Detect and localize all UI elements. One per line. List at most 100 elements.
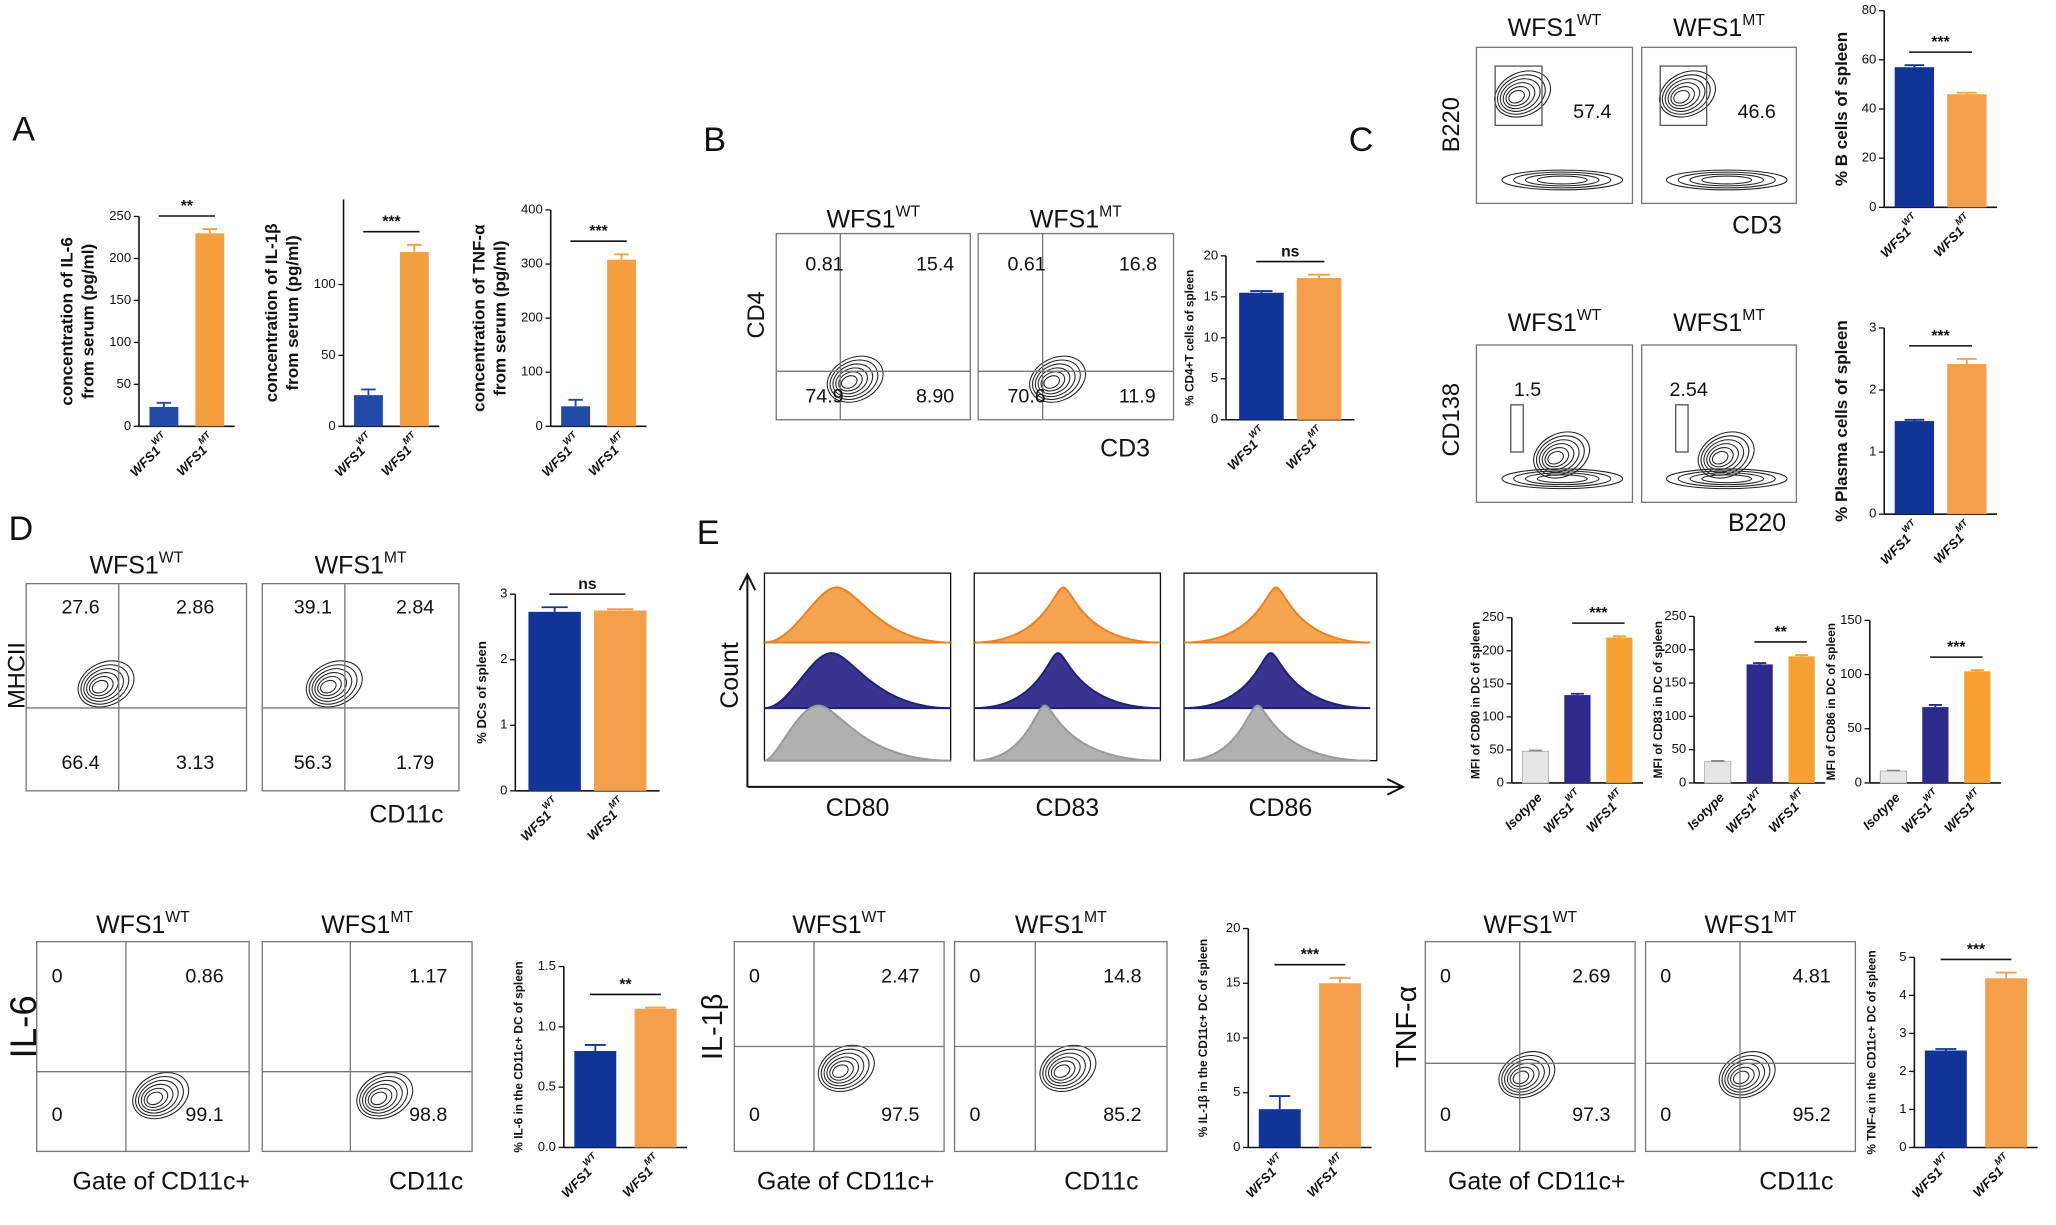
y-tick-label: 150 (1664, 675, 1686, 690)
gate (1510, 404, 1524, 453)
y-tick-label: 20 (1226, 920, 1241, 935)
category-label: WFS1WT (1537, 786, 1588, 837)
gate-percentage: 0.61 (1007, 253, 1045, 275)
category-label: WFS1MT (1967, 1150, 2017, 1200)
category-label: WFS1MT (582, 429, 632, 479)
y-axis-label: IL-6 (3, 995, 44, 1058)
significance-label: *** (1967, 941, 1986, 958)
bar (561, 406, 591, 427)
label-text: WFS1 (1583, 799, 1619, 835)
contour (364, 1083, 398, 1111)
y-tick-label: 2 (1869, 381, 1876, 396)
category-label: WFS1WT (536, 429, 587, 480)
label-text: WFS1 (315, 551, 384, 579)
label-text: Isotype (1860, 790, 1903, 833)
bar (1894, 67, 1935, 208)
contour (1050, 1060, 1076, 1081)
significance-label: ** (619, 976, 632, 993)
label-text: WFS1 (332, 443, 368, 479)
label-superscript: MT (1742, 12, 1765, 29)
error-bar (1904, 418, 1925, 422)
y-axis-label: MFI of CD83 in DC of spleen (1651, 621, 1665, 778)
plot-frame (1640, 344, 1798, 504)
x-axis-label: CD3 (1100, 434, 1150, 462)
x-axis-label: Gate of CD11c+ (73, 1167, 250, 1195)
bar (528, 611, 581, 791)
y-tick-label: 100 (1482, 708, 1504, 723)
label-superscript: WT (1577, 307, 1602, 324)
y-tick-label: 100 (521, 364, 543, 379)
contour (1703, 439, 1745, 473)
x-axis-label: CD86 (1249, 794, 1313, 822)
contour (1544, 447, 1570, 468)
y-tick-label: 300 (521, 256, 543, 271)
error-bar (645, 1006, 667, 1009)
contour (137, 1079, 179, 1114)
label-text: WFS1 (1283, 436, 1319, 472)
y-axis-label: % Plasma cells of spleen (1832, 320, 1851, 522)
label-text: WFS1 (1508, 14, 1577, 42)
y-axis-label: TNF-α (1391, 986, 1423, 1068)
y-tick-label: 80 (1862, 2, 1877, 17)
gate-percentage: 3.13 (176, 752, 214, 774)
gate-percentage: 2.47 (881, 965, 919, 987)
y-tick-label: 150 (109, 292, 131, 307)
contour (88, 675, 114, 697)
y-tick-label: 15 (1204, 288, 1219, 303)
label-text: WFS1 (584, 807, 620, 843)
label-superscript: WT (862, 909, 887, 926)
contour (1509, 1066, 1535, 1088)
contour (1512, 1070, 1530, 1085)
y-tick-label: 0.0 (538, 1139, 556, 1154)
panel-label: B (703, 121, 726, 159)
y-axis-label: concentration of IL-6 (58, 237, 77, 405)
gate-percentage: 2.86 (176, 597, 214, 619)
y-tick-label: 0.5 (538, 1079, 556, 1094)
label-text: WFS1 (1673, 309, 1742, 337)
bar (354, 395, 383, 427)
label-text: WFS1 (1766, 799, 1802, 835)
contour (1498, 1051, 1556, 1099)
label-text: WFS1 (792, 910, 861, 938)
plot-frame (1640, 46, 1798, 205)
y-tick-label: 5 (1211, 370, 1218, 385)
gate (1675, 404, 1689, 453)
error-bar (1711, 760, 1725, 762)
label-superscript: WT (1553, 909, 1578, 926)
label-text: WFS1 (1909, 1165, 1945, 1201)
y-axis-label: % TNF-α in the CD11c+ DC of spleen (1865, 950, 1879, 1154)
plot-frame (1475, 344, 1634, 504)
y-tick-label: 3 (500, 586, 507, 601)
error-bar (1528, 749, 1542, 752)
error-bar (1957, 358, 1977, 364)
error-bar (407, 243, 422, 252)
category-label: WFS1MT (1938, 786, 1988, 836)
error-bar (568, 398, 583, 407)
plot-title: WFS1WT (96, 909, 190, 938)
label-superscript: WT (1900, 517, 1918, 535)
contour (356, 1072, 414, 1120)
x-axis-label: CD11c (389, 1167, 463, 1195)
histogram-peak (974, 586, 1161, 644)
contour (1535, 435, 1585, 476)
plot-title: WFS1WT (1508, 307, 1602, 336)
significance-label: ns (578, 576, 597, 593)
error-bar (1307, 273, 1331, 278)
bar (399, 251, 429, 427)
gate-percentage: 0 (1440, 1104, 1451, 1126)
bar (634, 1008, 677, 1148)
axis-arrow (738, 572, 1406, 796)
gate-percentage: 97.5 (881, 1104, 919, 1126)
contour (1043, 375, 1060, 389)
label-text: WFS1 (586, 443, 622, 479)
bar (1947, 363, 1987, 515)
label-text: WFS1 (1508, 309, 1577, 337)
plot-title: WFS1MT (1030, 204, 1122, 233)
contour (1689, 472, 1764, 486)
significance-label: *** (1947, 639, 1966, 656)
gate-percentage: 1.17 (409, 965, 447, 987)
y-tick-label: 5 (1233, 1084, 1240, 1099)
label-superscript: WT (540, 793, 558, 811)
category-label: WFS1MT (1280, 422, 1330, 472)
